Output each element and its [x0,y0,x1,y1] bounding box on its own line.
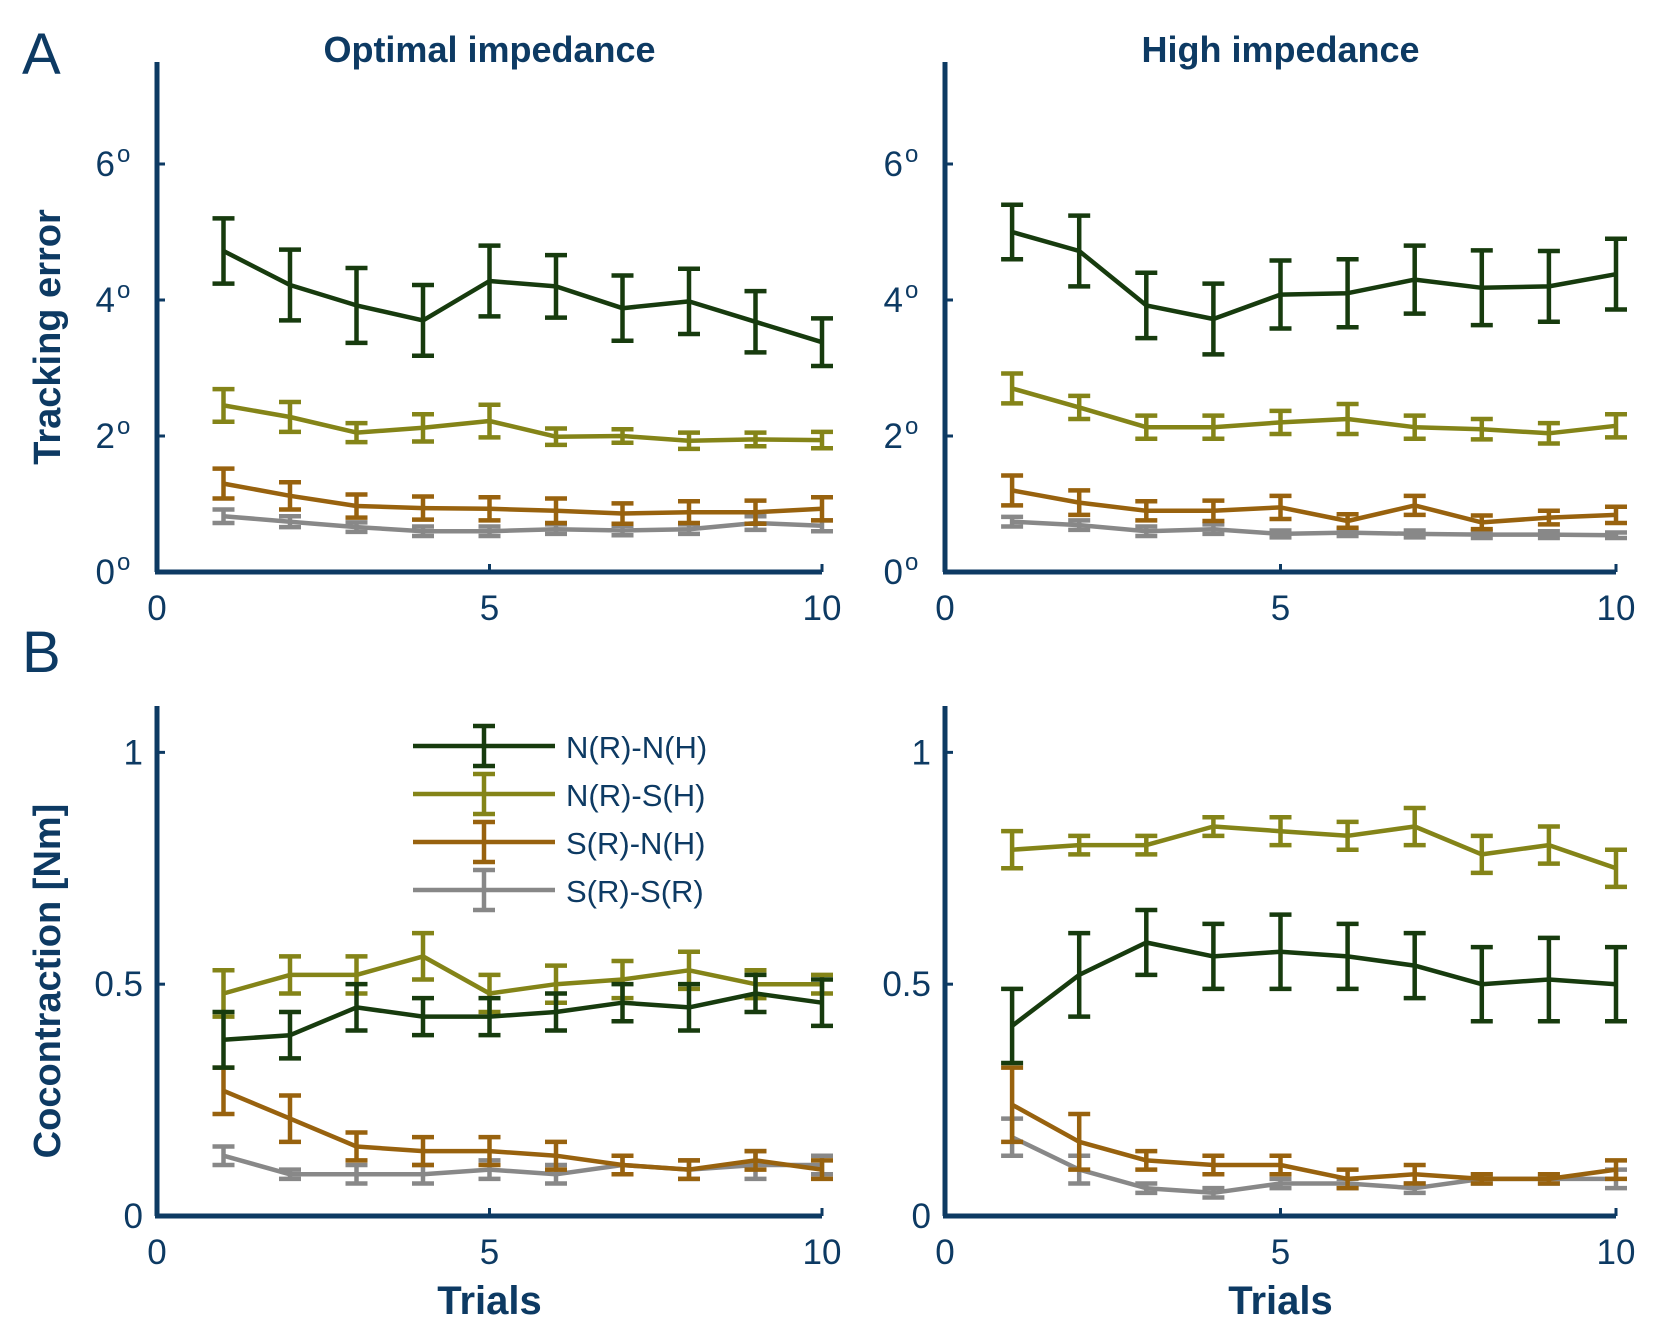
legend-label: S(R)-S(R) [566,874,704,909]
y-tick-degree: o [905,549,918,576]
y-tick-label: 4 [96,281,115,320]
chart-title: High impedance [1141,29,1419,70]
y-tick-degree: o [117,141,130,168]
series-s-r-n-h- [212,466,833,526]
series-n-r-s-h- [212,386,833,452]
x-tick-label: 10 [1597,589,1636,628]
panel-a-label: A [22,22,61,87]
series-line [223,481,823,516]
series-n-r-s-h- [212,930,833,1019]
legend-entry: N(R)-N(H) [413,723,707,769]
x-tick-label: 0 [935,589,954,628]
y-tick-degree: o [117,277,130,304]
y-tick-label: 0 [96,553,115,592]
series-s-r-s-r- [1001,514,1627,541]
x-axis-label: Trials [437,1279,542,1323]
series-line [1011,488,1617,525]
x-tick-label: 5 [480,589,499,628]
legend-label: N(R)-N(H) [566,730,707,765]
chart-b-optimal: 0 5 10 0 0.5 1 Trials Cocontraction [Nm] [27,706,841,1323]
y-tick-label: 2 [884,417,903,456]
chart-title: Optimal impedance [323,29,655,70]
chart-b-high: 0 5 10 0 0.5 1 Trials [882,706,1635,1323]
legend-label: S(R)-N(H) [566,826,705,861]
y-axis-label: Cocontraction [Nm] [27,804,69,1159]
y-tick-label: 4 [884,281,903,320]
y-tick-label: 0 [124,1197,143,1236]
y-tick-label: 1 [124,733,143,772]
y-tick-label: 1 [912,733,931,772]
x-tick-label: 0 [935,1233,954,1272]
series-line [1011,1135,1616,1196]
y-tick-label: 2 [96,417,115,456]
series-line [223,403,823,444]
y-tick-label: 6 [96,145,115,184]
series-n-r-n-h- [212,972,833,1070]
x-tick-label: 5 [1271,1233,1290,1272]
x-tick-label: 5 [1271,589,1290,628]
x-tick-label: 0 [147,1233,166,1272]
x-tick-label: 10 [1597,1233,1636,1272]
series-line [222,954,822,996]
series-s-r-s-r- [1001,1116,1627,1200]
y-tick-label: 0 [912,1197,931,1236]
y-tick-degree: o [117,413,130,440]
series-line [1010,940,1617,1028]
y-tick-degree: o [117,549,130,576]
x-axis-label: Trials [1228,1279,1333,1323]
series-n-r-s-h- [1001,371,1627,446]
y-tick-degree: o [905,141,918,168]
y-axis-label: Tracking error [27,209,69,465]
series-line [222,1088,823,1172]
series-line [1011,229,1617,322]
series-s-r-n-h- [212,1065,833,1182]
series-line [1011,519,1617,538]
y-tick-degree: o [905,413,918,440]
legend-entry: S(R)-S(R) [413,867,704,913]
y-tick-label: 0.5 [94,965,143,1004]
series-n-r-n-h- [1001,907,1627,1066]
legend: N(R)-N(H) N(R)-S(H) S(R)-N(H) S(R)-S(R) [413,723,707,913]
series-s-r-n-h- [1001,473,1627,532]
series-line [1011,824,1617,871]
x-tick-label: 0 [147,589,166,628]
legend-entry: S(R)-N(H) [413,819,705,865]
y-tick-degree: o [905,277,918,304]
series-line [223,991,823,1043]
panel-b-label: B [22,620,61,685]
x-tick-label: 5 [480,1233,499,1272]
y-tick-label: 0 [884,553,903,592]
series-line [1011,386,1617,436]
legend-entry: N(R)-S(H) [413,771,705,817]
series-line [222,1153,822,1177]
y-tick-label: 0.5 [882,965,931,1004]
series-s-r-n-h- [1001,1065,1627,1191]
series-n-r-n-h- [212,216,833,369]
series-line [1011,1102,1617,1182]
series-line [222,248,823,345]
y-tick-label: 6 [884,145,903,184]
series-line [223,513,823,534]
series-n-r-s-h- [1001,805,1627,890]
x-tick-label: 10 [803,589,842,628]
x-tick-label: 10 [803,1233,842,1272]
legend-label: N(R)-S(H) [566,778,705,813]
series-n-r-n-h- [1001,202,1627,357]
